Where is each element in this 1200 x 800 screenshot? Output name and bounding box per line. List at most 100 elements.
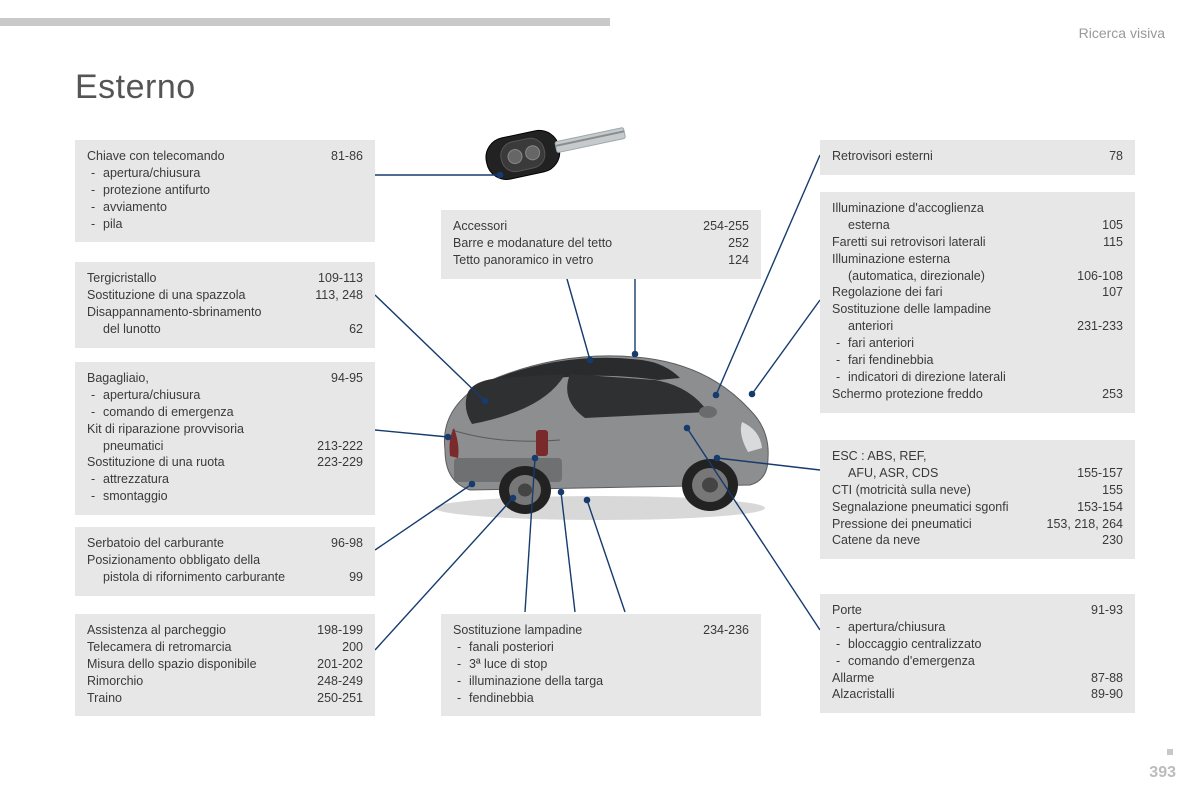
index-row: del lunotto62 [87, 321, 363, 338]
index-label: AFU, ASR, CDS [832, 465, 1063, 482]
index-page-ref: 89-90 [1091, 686, 1123, 703]
index-page-ref: 99 [349, 569, 363, 586]
index-page-ref: 250-251 [317, 690, 363, 707]
index-row: Assistenza al parcheggio 198-199 [87, 622, 363, 639]
index-page-ref: 230 [1102, 532, 1123, 549]
car-illustration [410, 330, 790, 530]
index-page-ref: 248-249 [317, 673, 363, 690]
index-subitem: bloccaggio centralizzato [832, 636, 1123, 653]
index-row: Faretti sui retrovisori laterali115 [832, 234, 1123, 251]
index-label: Retrovisori esterni [832, 148, 1095, 165]
index-label: Sostituzione di una ruota [87, 454, 303, 471]
index-label: Assistenza al parcheggio [87, 622, 303, 639]
index-label: ESC : ABS, REF, [832, 448, 1123, 465]
index-page-ref: 198-199 [317, 622, 363, 639]
index-row: Illuminazione esterna [832, 251, 1123, 268]
index-row: Chiave con telecomando 81-86 [87, 148, 363, 165]
index-label: (automatica, direzionale) [832, 268, 1063, 285]
index-page-ref: 252 [728, 235, 749, 252]
index-label: pneumatici [87, 438, 303, 455]
index-row: Tetto panoramico in vetro124 [453, 252, 749, 269]
page-title: Esterno [75, 68, 196, 107]
info-box: Tergicristallo 109-113Sostituzione di una… [75, 262, 375, 348]
index-row: Posizionamento obbligato della [87, 552, 363, 569]
index-label: Telecamera di retromarcia [87, 639, 328, 656]
info-box: Retrovisori esterni78 [820, 140, 1135, 175]
index-subitem: attrezzatura [87, 471, 363, 488]
index-row: (automatica, direzionale) 106-108 [832, 268, 1123, 285]
index-label: esterna [832, 217, 1088, 234]
index-label: Pressione dei pneumatici [832, 516, 1033, 533]
index-row: Sostituzione di una spazzola113, 248 [87, 287, 363, 304]
index-label: Traino [87, 690, 303, 707]
index-subitem: comando d'emergenza [832, 653, 1123, 670]
index-row: Tergicristallo 109-113 [87, 270, 363, 287]
page-marker-dot [1167, 749, 1173, 755]
index-row: Serbatoio del carburante96-98 [87, 535, 363, 552]
index-subitem: comando di emergenza [87, 404, 363, 421]
index-row: ESC : ABS, REF, [832, 448, 1123, 465]
index-row: Barre e modanature del tetto252 [453, 235, 749, 252]
index-row: Disappannamento-sbrinamento [87, 304, 363, 321]
section-label: Ricerca visiva [1079, 25, 1165, 41]
page-number: 393 [1149, 764, 1176, 782]
index-page-ref: 94-95 [331, 370, 363, 387]
index-row: Allarme87-88 [832, 670, 1123, 687]
index-row: pistola di rifornimento carburante 99 [87, 569, 363, 586]
index-page-ref: 81-86 [331, 148, 363, 165]
index-page-ref: 107 [1102, 284, 1123, 301]
index-subitem: apertura/chiusura [832, 619, 1123, 636]
index-row: Illuminazione d'accoglienza [832, 200, 1123, 217]
index-subitem: apertura/chiusura [87, 387, 363, 404]
index-label: Accessori [453, 218, 689, 235]
index-row: Segnalazione pneumatici sgonfi 153-154 [832, 499, 1123, 516]
index-label: pistola di rifornimento carburante [87, 569, 335, 586]
index-label: Segnalazione pneumatici sgonfi [832, 499, 1063, 516]
index-page-ref: 109-113 [318, 270, 363, 287]
index-row: Alzacristalli 89-90 [832, 686, 1123, 703]
index-row: Kit di riparazione provvisoria [87, 421, 363, 438]
index-subitem: fari fendinebbia [832, 352, 1123, 369]
index-row: AFU, ASR, CDS 155-157 [832, 465, 1123, 482]
index-page-ref: 223-229 [317, 454, 363, 471]
index-row: pneumatici213-222 [87, 438, 363, 455]
index-page-ref: 231-233 [1077, 318, 1123, 335]
index-label: Sostituzione delle lampadine [832, 301, 1123, 318]
info-box: Assistenza al parcheggio 198-199Telecamer… [75, 614, 375, 716]
index-label: Porte [832, 602, 1077, 619]
header-bar [0, 18, 610, 26]
index-label: Illuminazione esterna [832, 251, 1123, 268]
index-row: Schermo protezione freddo253 [832, 386, 1123, 403]
index-label: Alzacristalli [832, 686, 1077, 703]
index-page-ref: 153, 218, 264 [1047, 516, 1123, 533]
index-subitem: fanali posteriori [453, 639, 749, 656]
index-label: Tergicristallo [87, 270, 304, 287]
index-row: Traino 250-251 [87, 690, 363, 707]
index-page-ref: 200 [342, 639, 363, 656]
index-page-ref: 254-255 [703, 218, 749, 235]
index-page-ref: 155-157 [1077, 465, 1123, 482]
index-subitem: pila [87, 216, 363, 233]
index-row: Sostituzione di una ruota 223-229 [87, 454, 363, 471]
index-label: Chiave con telecomando [87, 148, 317, 165]
index-row: Rimorchio248-249 [87, 673, 363, 690]
index-label: Illuminazione d'accoglienza [832, 200, 1123, 217]
index-row: Porte91-93 [832, 602, 1123, 619]
index-page-ref: 153-154 [1077, 499, 1123, 516]
index-subitem: protezione antifurto [87, 182, 363, 199]
index-page-ref: 234-236 [703, 622, 749, 639]
index-label: Faretti sui retrovisori laterali [832, 234, 1089, 251]
index-label: Posizionamento obbligato della [87, 552, 363, 569]
index-page-ref: 105 [1102, 217, 1123, 234]
index-page-ref: 106-108 [1077, 268, 1123, 285]
index-row: Sostituzione lampadine234-236 [453, 622, 749, 639]
index-label: CTI (motricità sulla neve) [832, 482, 1088, 499]
key-fob-illustration [470, 108, 650, 186]
index-label: anteriori [832, 318, 1063, 335]
index-label: Misura dello spazio disponibile [87, 656, 303, 673]
index-row: anteriori 231-233 [832, 318, 1123, 335]
info-box: Chiave con telecomando81-86apertura/chiu… [75, 140, 375, 242]
info-box: Illuminazione d'accoglienzaesterna105Far… [820, 192, 1135, 413]
index-label: Disappannamento-sbrinamento [87, 304, 363, 321]
index-row: Regolazione dei fari107 [832, 284, 1123, 301]
